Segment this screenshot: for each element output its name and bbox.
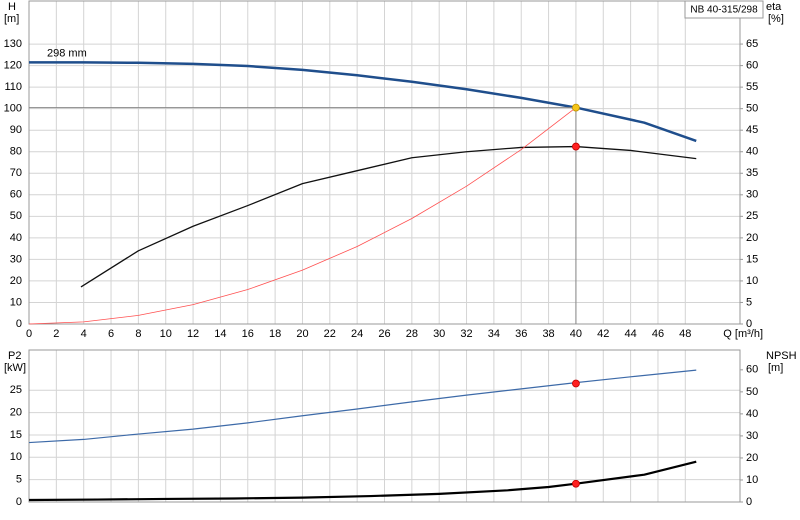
y-tick-label: 5 — [16, 474, 22, 486]
y-axis-label: P2 — [8, 350, 21, 362]
y2-tick-label: 20 — [746, 232, 758, 244]
x-tick-label: 26 — [378, 328, 390, 340]
operating-point — [572, 379, 580, 388]
y-tick-label: 30 — [10, 253, 22, 265]
x-tick-label: 36 — [515, 328, 527, 340]
y2-tick-label: 35 — [746, 167, 758, 179]
x-tick-label: 32 — [460, 328, 472, 340]
y-axis-label: H — [8, 1, 16, 13]
x-tick-label: 2 — [53, 328, 59, 340]
y-tick-label: 90 — [10, 124, 22, 136]
plot-border — [28, 0, 741, 325]
y-tick-label: 25 — [10, 384, 22, 396]
x-tick-label: 40 — [570, 328, 582, 340]
x-tick-label: 34 — [488, 328, 500, 340]
y-axis-unit: [m] — [4, 13, 19, 25]
y-tick-label: 80 — [10, 146, 22, 158]
y-tick-label: 40 — [10, 232, 22, 244]
y-tick-label: 130 — [4, 38, 22, 50]
y-tick-label: 10 — [10, 451, 22, 463]
x-tick-label: 24 — [351, 328, 363, 340]
y2-tick-label: 10 — [746, 275, 758, 287]
y2-tick-label: 65 — [746, 38, 758, 50]
x-tick-label: 6 — [108, 328, 114, 340]
y2-tick-label: 40 — [746, 408, 758, 420]
x-tick-label: 12 — [187, 328, 199, 340]
x-tick-label: 4 — [81, 328, 87, 340]
x-tick-label: 0 — [26, 328, 32, 340]
curve — [28, 460, 697, 502]
operating-point — [572, 479, 580, 488]
y-tick-label: 0 — [16, 318, 22, 330]
x-tick-label: 20 — [296, 328, 308, 340]
y2-tick-label: 20 — [746, 452, 758, 464]
curve — [28, 107, 577, 325]
y2-tick-label: 25 — [746, 210, 758, 222]
y-tick-label: 50 — [10, 210, 22, 222]
y2-tick-label: 30 — [746, 430, 758, 442]
y-tick-label: 110 — [4, 81, 22, 93]
y2-tick-label: 30 — [746, 189, 758, 201]
y2-axis-label: NPSH — [766, 350, 797, 362]
x-tick-label: 30 — [433, 328, 445, 340]
y2-axis-unit: [m] — [768, 362, 783, 374]
y2-tick-label: 50 — [746, 103, 758, 115]
y2-tick-label: 10 — [746, 474, 758, 486]
y2-tick-label: 15 — [746, 253, 758, 265]
chart-title: NB 40-315/298 — [690, 5, 758, 16]
y2-axis-label: eta — [766, 1, 782, 13]
plot-border — [28, 349, 741, 503]
x-tick-label: 28 — [406, 328, 418, 340]
y-tick-label: 60 — [10, 189, 22, 201]
x-tick-label: 8 — [135, 328, 141, 340]
y2-tick-label: 5 — [746, 296, 752, 308]
curve-label: 298 mm — [47, 47, 87, 59]
y2-tick-label: 60 — [746, 364, 758, 376]
y2-tick-label: 0 — [746, 318, 752, 330]
y-tick-label: 0 — [16, 496, 22, 508]
x-tick-label: 42 — [597, 328, 609, 340]
x-tick-label: 44 — [624, 328, 636, 340]
curve — [80, 145, 697, 288]
x-tick-label: 22 — [324, 328, 336, 340]
y2-tick-label: 55 — [746, 81, 758, 93]
y2-tick-label: 0 — [746, 496, 752, 508]
title-box — [684, 0, 764, 19]
y-axis-unit: [kW] — [4, 362, 26, 374]
operating-point — [572, 142, 580, 151]
x-tick-label: 46 — [652, 328, 664, 340]
y-tick-label: 100 — [4, 103, 22, 115]
x-axis-label: Q [m³/h] — [723, 328, 763, 340]
y-tick-label: 20 — [10, 406, 22, 418]
y2-axis-unit: [%] — [768, 13, 784, 25]
y-tick-label: 20 — [10, 275, 22, 287]
x-tick-label: 14 — [214, 328, 226, 340]
y-tick-label: 70 — [10, 167, 22, 179]
y-tick-label: 10 — [10, 296, 22, 308]
y2-tick-label: 60 — [746, 60, 758, 72]
x-tick-label: 38 — [542, 328, 554, 340]
x-tick-label: 10 — [160, 328, 172, 340]
operating-point — [572, 103, 580, 112]
y-tick-label: 120 — [4, 60, 22, 72]
y2-tick-label: 40 — [746, 146, 758, 158]
y-tick-label: 15 — [10, 429, 22, 441]
x-tick-label: 48 — [679, 328, 691, 340]
x-tick-label: 18 — [269, 328, 281, 340]
y2-tick-label: 50 — [746, 386, 758, 398]
x-tick-label: 16 — [242, 328, 254, 340]
y2-tick-label: 45 — [746, 124, 758, 136]
